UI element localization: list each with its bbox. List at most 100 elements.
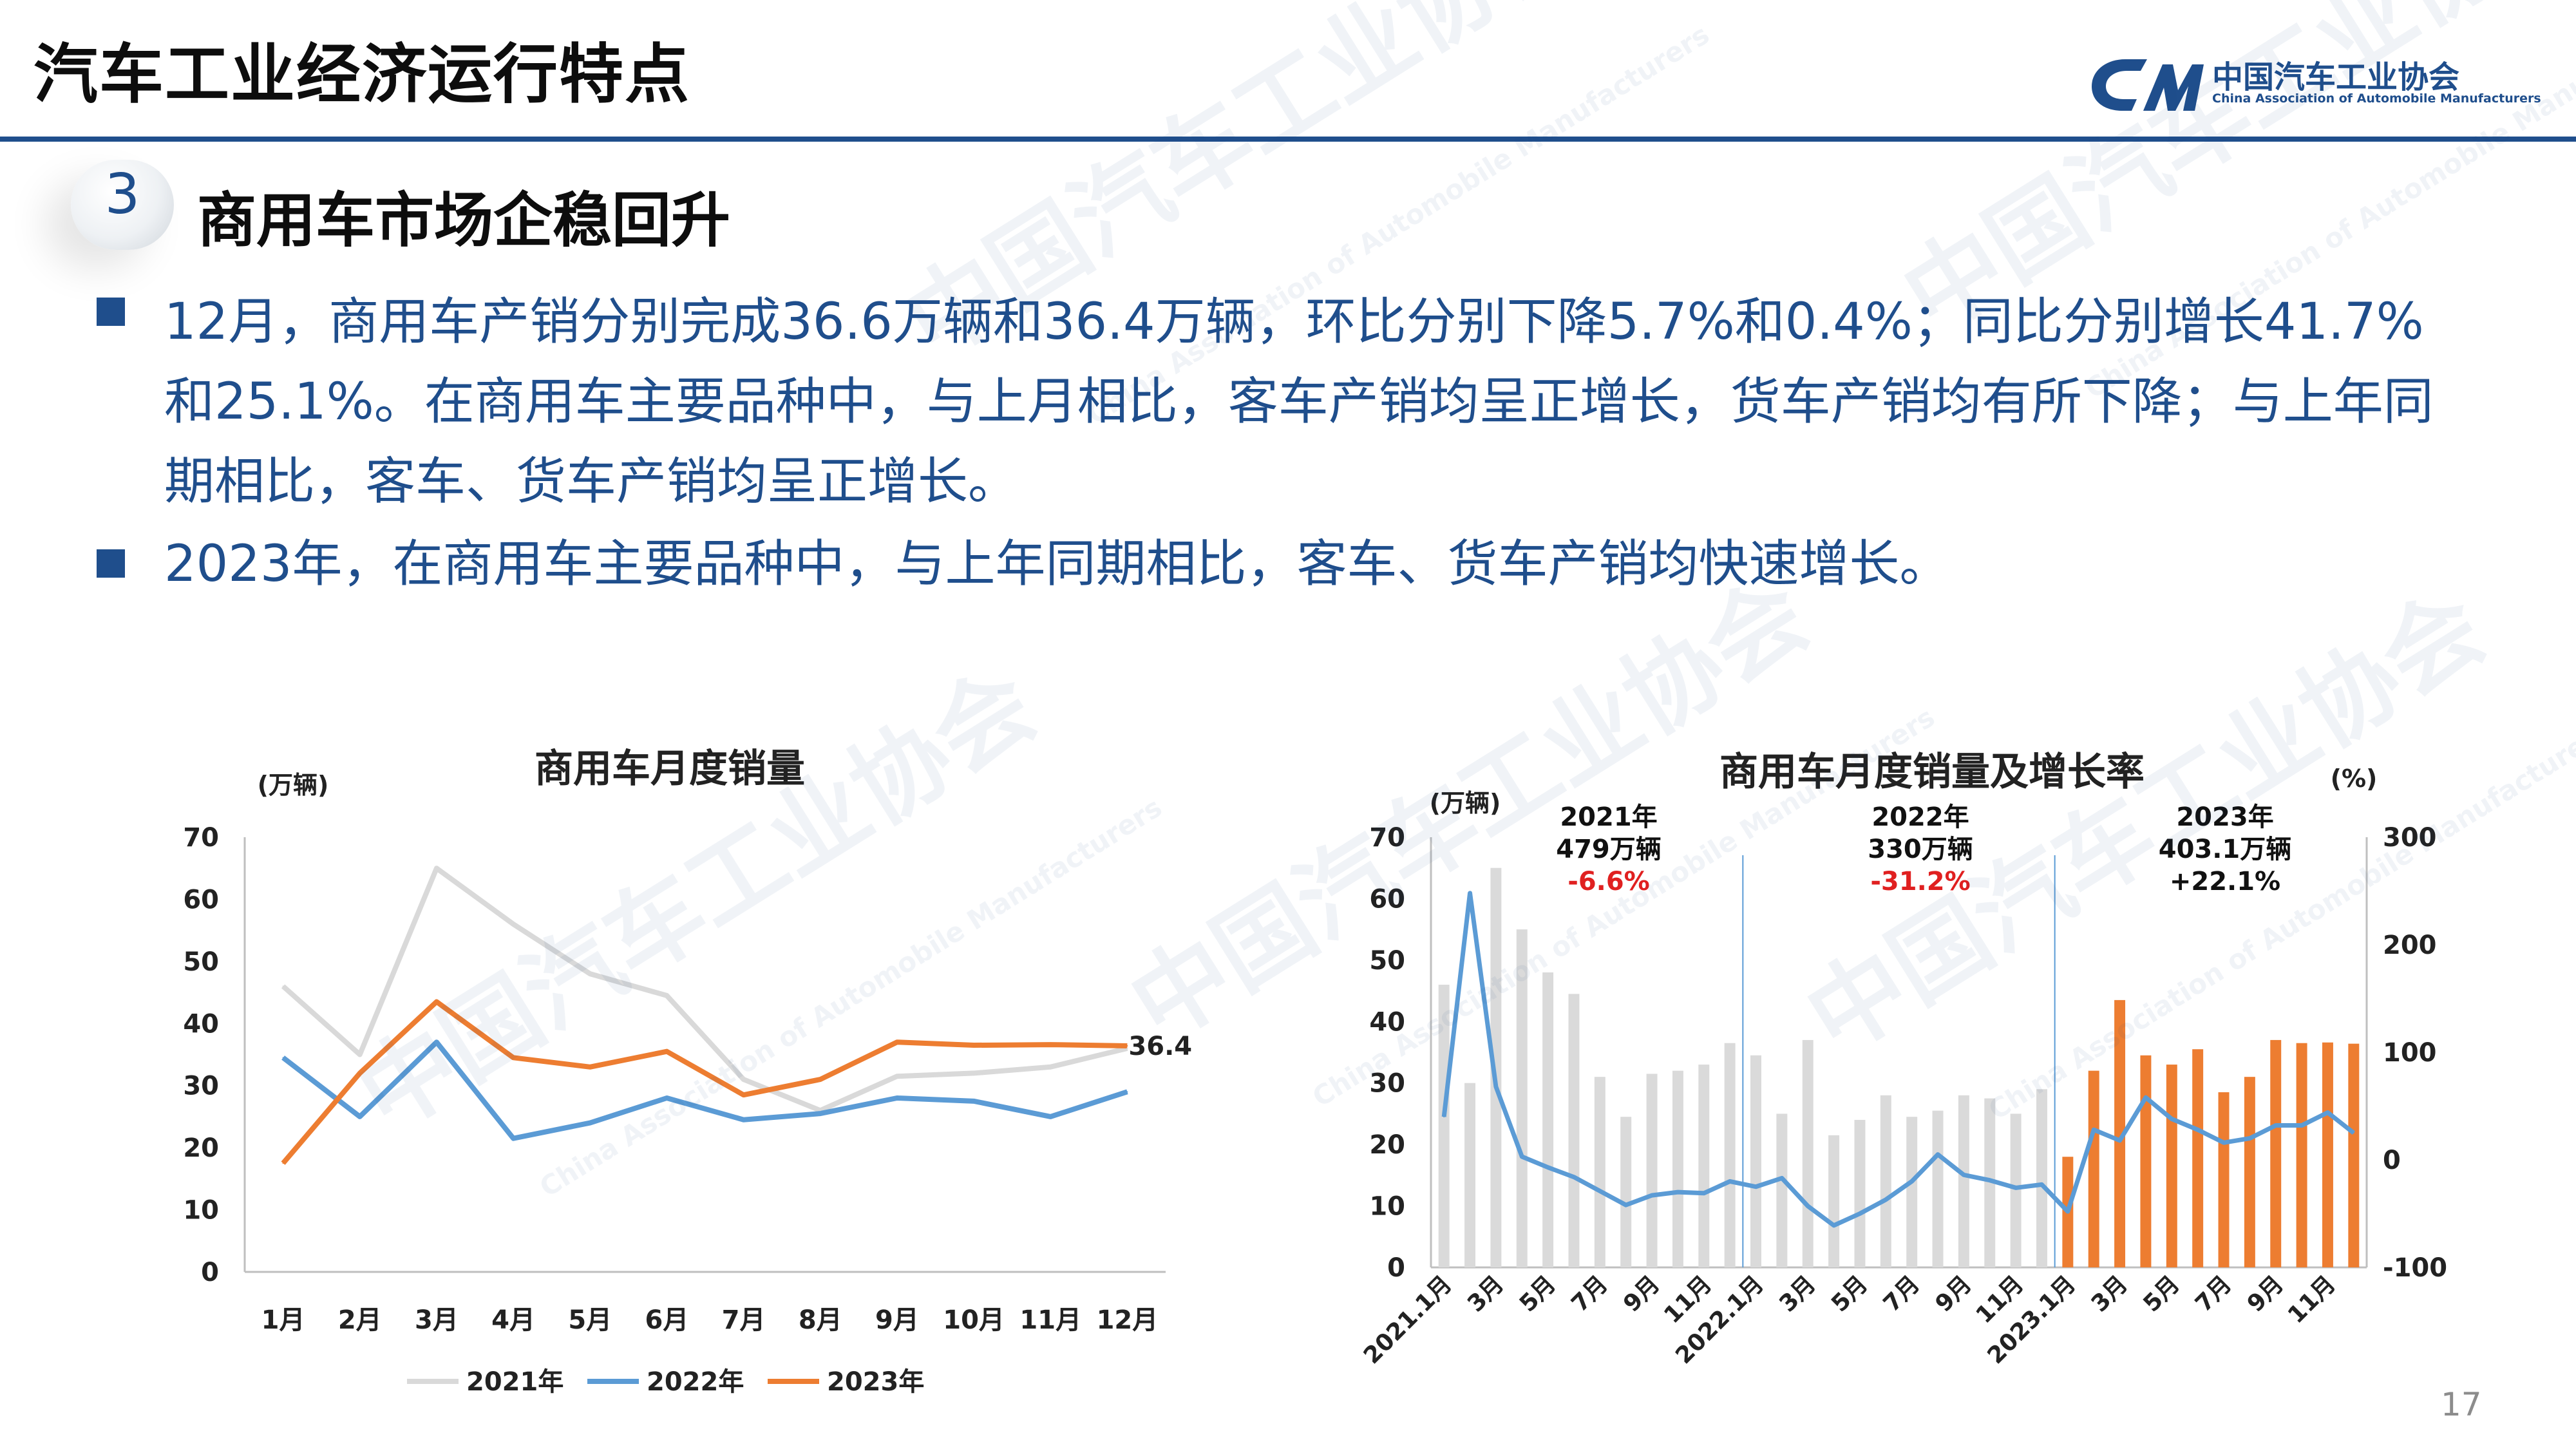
annotation-total: 479万辆 [1556, 835, 1662, 864]
sales-bar-2021.1 [1438, 985, 1450, 1267]
sales-bar-2021.7 [1594, 1077, 1605, 1267]
data-point-2023年 [973, 1045, 975, 1046]
x-tick-label: 9月 [875, 1305, 919, 1335]
y-tick-label: 0 [201, 1258, 219, 1287]
growth-point-2022.2 [1781, 1177, 1783, 1179]
annotation-year: 2021年 [1560, 802, 1657, 832]
growth-point-2021.11 [1703, 1192, 1705, 1194]
data-point-2022年 [973, 1100, 975, 1102]
legend-label: 2022年 [647, 1367, 744, 1397]
data-point-2022年 [896, 1097, 898, 1099]
bullet-text-1: 12月，商用车产销分别完成36.6万辆和36.4万辆，环比分别下降5.7%和0.… [164, 293, 2434, 511]
bullet-text-2: 2023年，在商用车主要品种中，与上年同期相比，客车、货车产销均快速增长。 [164, 535, 1950, 593]
series-line-2022年 [281, 1039, 1128, 1141]
sales-bar-2023.6 [2192, 1049, 2204, 1267]
data-point-2023年 [819, 1079, 821, 1081]
data-point-2023年 [282, 1162, 284, 1164]
sales-bar-2021.3 [1490, 867, 1502, 1267]
x-tick-label: 3月 [1463, 1271, 1509, 1317]
sales-bar-2022.10 [1984, 1098, 1996, 1267]
growth-point-2021.9 [1651, 1195, 1653, 1197]
sales-bar-2021.2 [1464, 1083, 1476, 1267]
x-tick-label: 11月 [1019, 1305, 1081, 1335]
growth-point-2022.8 [1937, 1153, 1939, 1155]
sales-bar-2023.4 [2140, 1055, 2152, 1267]
y-axis-unit-label: (万辆) [258, 771, 329, 799]
left-y-tick-label: 70 [1369, 823, 1405, 853]
x-tick-label: 9月 [1931, 1271, 1977, 1317]
series-line-2021年 [281, 866, 1128, 1113]
annotation-year: 2022年 [1871, 802, 1969, 832]
sales-bar-2022.8 [1932, 1110, 1944, 1267]
growth-point-2023.1 [2067, 1211, 2069, 1213]
x-tick-label: 2021.1月 [1359, 1271, 1457, 1369]
data-point-2023年 [1050, 1044, 1052, 1046]
growth-point-2023.12 [2353, 1132, 2354, 1134]
data-point-2021年 [666, 994, 668, 996]
data-point-2022年 [1126, 1091, 1128, 1093]
y-tick-label: 10 [183, 1196, 219, 1226]
x-tick-label: 5月 [2138, 1271, 2184, 1317]
sales-bar-2021.8 [1620, 1117, 1632, 1267]
growth-point-2021.2 [1469, 892, 1471, 894]
page-title: 汽车工业经济运行特点 [33, 37, 690, 112]
x-tick-label: 1月 [261, 1305, 305, 1335]
sales-bar-2023.9 [2270, 1039, 2282, 1267]
annotation-total: 403.1万辆 [2159, 835, 2292, 864]
legend-label: 2023年 [827, 1367, 924, 1397]
data-point-2023年 [589, 1066, 591, 1068]
data-point-2021年 [282, 985, 284, 987]
x-tick-label: 7月 [1567, 1271, 1613, 1317]
annotation-change: +22.1% [2170, 867, 2280, 896]
growth-point-2022.6 [1885, 1198, 1887, 1200]
sales-bar-2022.11 [2010, 1113, 2022, 1267]
growth-point-2023.8 [2249, 1137, 2251, 1139]
growth-point-2021.4 [1521, 1155, 1523, 1157]
growth-point-2023.6 [2197, 1129, 2199, 1131]
data-point-2021年 [743, 1079, 744, 1081]
growth-point-2023.3 [2119, 1139, 2121, 1141]
sales-bar-2023.12 [2348, 1043, 2360, 1267]
sales-bar-2023.3 [2114, 999, 2126, 1267]
growth-point-2022.10 [1989, 1179, 1991, 1181]
growth-point-2021.1 [1443, 1116, 1445, 1118]
sales-bar-2022.9 [1958, 1095, 1969, 1267]
sales-bar-2022.3 [1802, 1039, 1814, 1267]
sales-bar-2022.1 [1750, 1055, 1761, 1267]
x-tick-label: 3月 [415, 1305, 459, 1335]
x-tick-label: 9月 [2242, 1271, 2289, 1317]
chart-title-sales-growth: 商用车月度销量及增长率 [1719, 750, 2145, 795]
sales-bar-2023.7 [2218, 1092, 2230, 1267]
sales-bar-2022.7 [1906, 1117, 1918, 1267]
sales-bar-2023.11 [2322, 1042, 2333, 1267]
data-point-2022年 [282, 1057, 284, 1059]
sales-bar-2022.5 [1854, 1119, 1866, 1267]
x-tick-label: 3月 [1774, 1271, 1821, 1317]
data-point-2023年 [1126, 1045, 1128, 1046]
growth-point-2021.3 [1495, 1086, 1497, 1088]
right-y-tick-label: 200 [2383, 931, 2437, 960]
data-point-2023年 [513, 1057, 515, 1059]
data-point-2022年 [435, 1041, 437, 1043]
y-tick-label: 70 [183, 823, 219, 853]
data-point-2022年 [513, 1137, 515, 1139]
growth-point-2021.7 [1599, 1190, 1601, 1192]
left-y-tick-label: 30 [1369, 1069, 1405, 1099]
growth-point-2022.5 [1859, 1213, 1861, 1215]
sales-bar-2022.2 [1776, 1113, 1788, 1267]
legend-label: 2021年 [466, 1367, 564, 1397]
y-tick-label: 30 [183, 1072, 219, 1101]
data-point-2022年 [359, 1115, 361, 1117]
x-tick-label: 6月 [645, 1305, 688, 1335]
data-point-2021年 [973, 1072, 975, 1074]
sales-bar-2023.5 [2166, 1065, 2177, 1267]
growth-point-2023.2 [2093, 1129, 2095, 1131]
y-tick-label: 40 [183, 1009, 219, 1039]
right-y-tick-label: 300 [2383, 823, 2437, 853]
annotation-year: 2023年 [2176, 802, 2273, 832]
x-tick-label: 3月 [2087, 1271, 2133, 1317]
x-tick-label: 7月 [2190, 1271, 2237, 1317]
section-number: 3 [104, 162, 140, 227]
annotation-change: -31.2% [1870, 867, 1970, 896]
